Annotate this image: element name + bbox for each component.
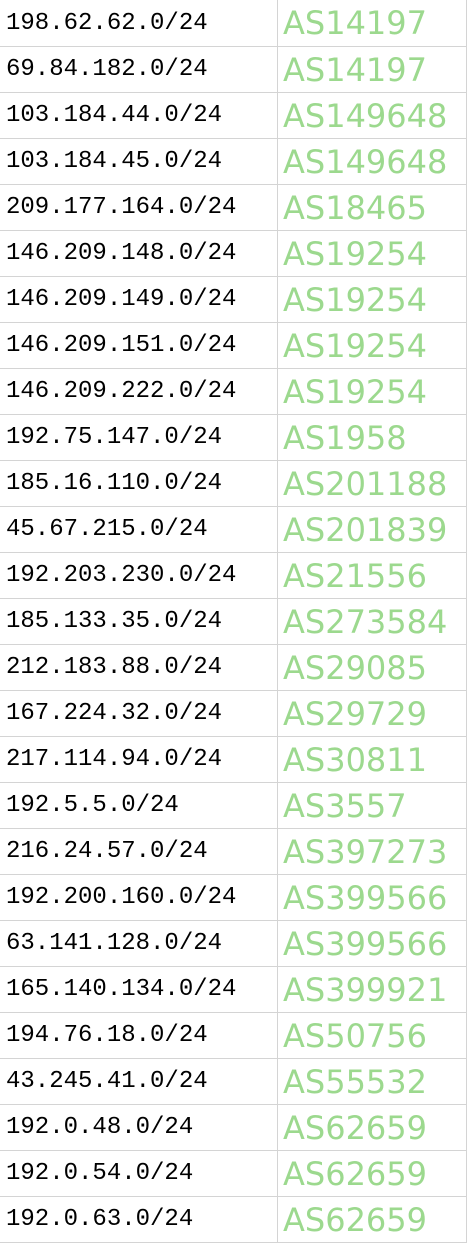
table-row: 103.184.45.0/24 AS149648 (0, 139, 467, 185)
asn-cell[interactable]: AS201188 (283, 464, 448, 503)
prefix-cell[interactable]: 209.177.164.0/24 (0, 185, 278, 230)
prefix-cell[interactable]: 192.0.54.0/24 (0, 1151, 278, 1196)
asn-cell[interactable]: AS14197 (283, 50, 427, 89)
asn-cell[interactable]: AS30811 (283, 740, 427, 779)
prefix-cell[interactable]: 192.203.230.0/24 (0, 553, 278, 598)
table-row: 192.203.230.0/24 AS21556 (0, 553, 467, 599)
table-row: 192.0.48.0/24 AS62659 (0, 1105, 467, 1151)
table-row: 194.76.18.0/24 AS50756 (0, 1013, 467, 1059)
prefix-cell[interactable]: 185.16.110.0/24 (0, 461, 278, 506)
table-row: 192.200.160.0/24 AS399566 (0, 875, 467, 921)
table-row: 167.224.32.0/24 AS29729 (0, 691, 467, 737)
table-row: 146.209.148.0/24 AS19254 (0, 231, 467, 277)
prefix-cell[interactable]: 146.209.151.0/24 (0, 323, 278, 368)
prefix-cell[interactable]: 103.184.44.0/24 (0, 93, 278, 138)
table-row: 185.16.110.0/24 AS201188 (0, 461, 467, 507)
asn-cell[interactable]: AS19254 (283, 372, 427, 411)
prefix-cell[interactable]: 146.209.222.0/24 (0, 369, 278, 414)
table-row: 185.133.35.0/24 AS273584 (0, 599, 467, 645)
prefix-cell[interactable]: 167.224.32.0/24 (0, 691, 278, 736)
table-row: 212.183.88.0/24 AS29085 (0, 645, 467, 691)
prefix-cell[interactable]: 45.67.215.0/24 (0, 507, 278, 552)
asn-cell[interactable]: AS62659 (283, 1200, 427, 1239)
table-row: 146.209.222.0/24 AS19254 (0, 369, 467, 415)
table-row: 165.140.134.0/24 AS399921 (0, 967, 467, 1013)
asn-cell[interactable]: AS19254 (283, 234, 427, 273)
prefix-cell[interactable]: 165.140.134.0/24 (0, 967, 278, 1012)
table-row: 43.245.41.0/24 AS55532 (0, 1059, 467, 1105)
asn-cell[interactable]: AS273584 (283, 602, 448, 641)
asn-cell[interactable]: AS19254 (283, 326, 427, 365)
prefix-cell[interactable]: 192.75.147.0/24 (0, 415, 278, 460)
table-row: 198.62.62.0/24 AS14197 (0, 0, 467, 47)
table-row: 146.209.151.0/24 AS19254 (0, 323, 467, 369)
table-row: 192.0.54.0/24 AS62659 (0, 1151, 467, 1197)
asn-cell[interactable]: AS3557 (283, 786, 407, 825)
prefix-cell[interactable]: 192.5.5.0/24 (0, 783, 278, 828)
asn-cell[interactable]: AS29729 (283, 694, 427, 733)
table-row: 192.0.63.0/24 AS62659 (0, 1197, 467, 1243)
asn-cell[interactable]: AS55532 (283, 1062, 427, 1101)
asn-cell[interactable]: AS19254 (283, 280, 427, 319)
prefix-cell[interactable]: 43.245.41.0/24 (0, 1059, 278, 1104)
prefix-cell[interactable]: 192.0.48.0/24 (0, 1105, 278, 1150)
table-row: 192.5.5.0/24 AS3557 (0, 783, 467, 829)
prefix-cell[interactable]: 185.133.35.0/24 (0, 599, 278, 644)
asn-cell[interactable]: AS50756 (283, 1016, 427, 1055)
asn-cell[interactable]: AS62659 (283, 1108, 427, 1147)
table-row: 216.24.57.0/24 AS397273 (0, 829, 467, 875)
asn-cell[interactable]: AS201839 (283, 510, 448, 549)
prefix-cell[interactable]: 194.76.18.0/24 (0, 1013, 278, 1058)
table-row: 103.184.44.0/24 AS149648 (0, 93, 467, 139)
prefix-cell[interactable]: 146.209.148.0/24 (0, 231, 278, 276)
table-row: 45.67.215.0/24 AS201839 (0, 507, 467, 553)
prefix-cell[interactable]: 146.209.149.0/24 (0, 277, 278, 322)
table-row: 69.84.182.0/24 AS14197 (0, 47, 467, 93)
prefix-cell[interactable]: 212.183.88.0/24 (0, 645, 278, 690)
asn-cell[interactable]: AS397273 (283, 832, 448, 871)
prefix-cell[interactable]: 192.200.160.0/24 (0, 875, 278, 920)
asn-cell[interactable]: AS399566 (283, 878, 448, 917)
table-row: 192.75.147.0/24 AS1958 (0, 415, 467, 461)
prefix-cell[interactable]: 69.84.182.0/24 (0, 47, 278, 92)
asn-cell[interactable]: AS29085 (283, 648, 427, 687)
asn-cell[interactable]: AS14197 (283, 4, 427, 42)
prefix-cell[interactable]: 63.141.128.0/24 (0, 921, 278, 966)
asn-cell[interactable]: AS149648 (283, 142, 448, 181)
table-row: 63.141.128.0/24 AS399566 (0, 921, 467, 967)
prefix-cell[interactable]: 192.0.63.0/24 (0, 1197, 278, 1242)
asn-cell[interactable]: AS18465 (283, 188, 427, 227)
table-row: 209.177.164.0/24 AS18465 (0, 185, 467, 231)
asn-cell[interactable]: AS399921 (283, 970, 448, 1009)
prefix-cell[interactable]: 198.62.62.0/24 (0, 0, 278, 46)
prefix-cell[interactable]: 103.184.45.0/24 (0, 139, 278, 184)
asn-cell[interactable]: AS21556 (283, 556, 427, 595)
asn-cell[interactable]: AS62659 (283, 1154, 427, 1193)
prefix-cell[interactable]: 217.114.94.0/24 (0, 737, 278, 782)
prefix-cell[interactable]: 216.24.57.0/24 (0, 829, 278, 874)
table-row: 217.114.94.0/24 AS30811 (0, 737, 467, 783)
asn-cell[interactable]: AS399566 (283, 924, 448, 963)
table-row: 146.209.149.0/24 AS19254 (0, 277, 467, 323)
asn-cell[interactable]: AS1958 (283, 418, 407, 457)
asn-cell[interactable]: AS149648 (283, 96, 448, 135)
